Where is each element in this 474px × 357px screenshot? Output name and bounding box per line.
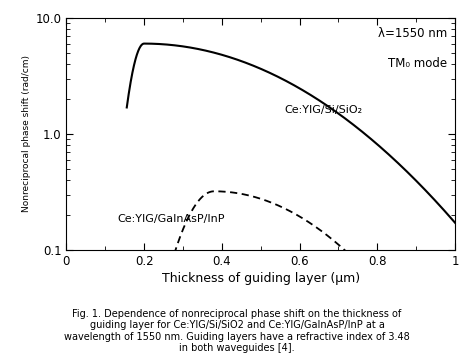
- Text: λ=1550 nm: λ=1550 nm: [378, 27, 447, 40]
- Y-axis label: Nonreciprocal phase shift (rad/cm): Nonreciprocal phase shift (rad/cm): [22, 55, 31, 212]
- Text: TM₀ mode: TM₀ mode: [388, 57, 447, 70]
- X-axis label: Thickness of guiding layer (μm): Thickness of guiding layer (μm): [162, 272, 360, 285]
- Text: Fig. 1. Dependence of nonreciprocal phase shift on the thickness of
guiding laye: Fig. 1. Dependence of nonreciprocal phas…: [64, 309, 410, 353]
- Text: Ce:YIG/Si/SiO₂: Ce:YIG/Si/SiO₂: [284, 105, 362, 115]
- Text: Ce:YIG/GaInAsP/InP: Ce:YIG/GaInAsP/InP: [117, 214, 224, 224]
